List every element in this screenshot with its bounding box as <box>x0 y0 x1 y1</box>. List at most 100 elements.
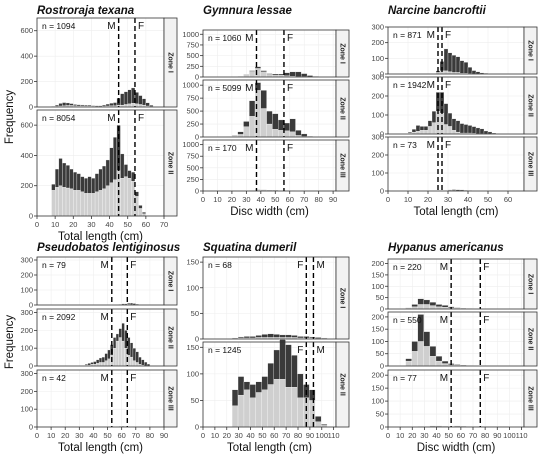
bar-light <box>249 116 256 138</box>
bar-light <box>127 177 132 217</box>
bar-light <box>411 351 418 367</box>
bar-dark <box>54 168 59 188</box>
y-tick-label: 100 <box>20 405 33 414</box>
bar-dark <box>105 103 110 107</box>
panel-background <box>37 18 164 107</box>
bar-light <box>96 363 100 367</box>
zone-strip <box>163 308 178 367</box>
y-tick-label: 300 <box>20 369 33 378</box>
bar-light <box>443 124 449 135</box>
bar-dark <box>254 66 261 69</box>
bar-dark <box>243 381 251 390</box>
bar-dark <box>120 93 125 106</box>
bar-light <box>423 346 431 367</box>
bar-dark <box>267 363 274 385</box>
y-tick-label: 1000 <box>182 30 199 39</box>
bar-dark <box>447 112 453 127</box>
panel-0: 0 50 100 150 200 M Fn = 220 Zone I <box>371 258 538 314</box>
bar-light <box>266 123 273 138</box>
y-tick-label: 300 <box>20 256 33 265</box>
bar-dark <box>429 425 437 427</box>
bar-light <box>107 358 111 367</box>
bar-light <box>243 389 251 428</box>
x-tick-label: 30 <box>444 195 452 204</box>
panel-background <box>388 312 524 366</box>
x-tick-label: 30 <box>87 220 95 229</box>
bar-dark <box>260 90 267 109</box>
x-axis-label: Total length (cm) <box>413 206 498 218</box>
x-tick-label: 70 <box>282 431 290 440</box>
bar-light <box>278 130 285 138</box>
bar-dark <box>104 353 108 361</box>
bar-dark <box>315 416 322 422</box>
y-tick-label: 0 <box>195 423 199 432</box>
y-tick-label: 300 <box>371 133 384 142</box>
bar-light <box>249 71 256 78</box>
bar-dark <box>306 75 314 77</box>
bar-dark <box>141 359 145 366</box>
panel-0: 0 100 200 300 M Fn = 79 Zone I <box>20 256 178 310</box>
x-tick-label: 40 <box>464 195 472 204</box>
y-tick-label: 100 <box>371 397 384 406</box>
bar-dark <box>80 104 85 107</box>
bar-dark <box>260 70 267 73</box>
bar-dark <box>87 176 92 194</box>
bar-dark <box>405 358 412 362</box>
y-tick-label: 400 <box>20 151 33 160</box>
bar-dark <box>138 356 142 365</box>
bar-light <box>435 360 443 367</box>
y-tick-label: 200 <box>371 371 384 380</box>
panel-2: 0 50 100 150 200 M Fn = 77 Zone III 0 10 20 30 40 50 6… <box>371 369 538 440</box>
panel-background <box>388 370 524 427</box>
maturity-label: M <box>107 21 115 32</box>
y-tick-label: 200 <box>20 326 33 335</box>
x-tick-label: 50 <box>484 195 492 204</box>
y-tick-label: 150 <box>186 343 199 352</box>
bar-dark <box>411 129 417 133</box>
bar-light <box>255 392 262 428</box>
bar-dark <box>124 303 128 305</box>
y-tick-label: 150 <box>371 270 384 279</box>
bar-light <box>105 185 110 217</box>
zone-strip <box>335 256 350 340</box>
maturity-label: F <box>138 113 144 124</box>
panel-0: 0 200 400 600 M Fn = 1094 Zone I <box>20 17 178 112</box>
bar-dark <box>295 71 302 77</box>
panel-background <box>388 137 524 191</box>
bar-light <box>121 340 125 367</box>
zone-label: Zone II <box>527 328 534 351</box>
bar-dark <box>51 184 56 191</box>
bar-dark <box>127 89 132 104</box>
bar-dark <box>76 173 81 191</box>
y-tick-label: 0 <box>29 423 33 432</box>
y-tick-label: 600 <box>20 26 33 35</box>
y-tick-label: 200 <box>20 77 33 86</box>
bar-dark <box>289 71 296 77</box>
zone-strip <box>335 341 350 428</box>
y-tick-label: 100 <box>20 286 33 295</box>
bar-dark <box>455 56 461 73</box>
x-tick-label: 0 <box>201 195 205 204</box>
y-tick-label: 750 <box>186 40 199 49</box>
bar-light <box>272 129 279 138</box>
bar-light <box>443 70 449 75</box>
bar-dark <box>283 122 290 131</box>
bar-dark <box>118 328 122 338</box>
bar-light <box>405 360 412 367</box>
bar-dark <box>121 425 125 427</box>
zone-strip <box>523 136 538 192</box>
bar-light <box>273 379 280 428</box>
bar-light <box>76 190 81 217</box>
bar-dark <box>467 125 473 134</box>
y-tick-label: 400 <box>20 52 33 61</box>
x-tick-label: 60 <box>142 220 150 229</box>
bar-dark <box>483 130 489 134</box>
bar-dark <box>273 349 280 380</box>
y-tick-label: 500 <box>186 107 199 116</box>
sample-size-label: n = 2092 <box>42 312 76 322</box>
bar-dark <box>62 162 67 188</box>
maturity-label: M <box>440 373 448 384</box>
